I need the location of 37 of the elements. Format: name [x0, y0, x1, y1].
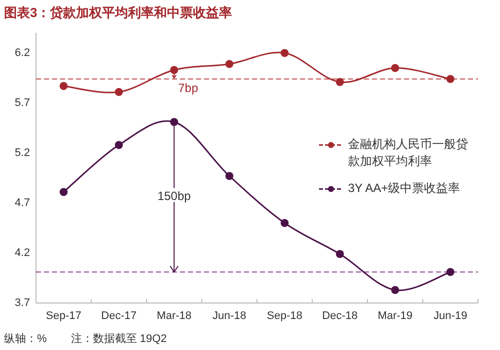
annotation: 7bp — [178, 81, 198, 95]
x-tick-label: Jun-18 — [212, 310, 246, 322]
legend-label: 金融机构人民币一般贷款加权平均利率 — [348, 136, 469, 170]
text: 纵轴：% — [4, 332, 47, 345]
text: 注：数据截至 19Q2 — [70, 332, 167, 345]
y-tick-label: 6.2 — [14, 47, 30, 59]
point — [170, 66, 178, 74]
point — [114, 141, 123, 149]
x-tick-label: Mar-18 — [156, 310, 192, 322]
point — [114, 88, 123, 96]
point — [225, 60, 234, 68]
point — [280, 49, 289, 57]
y-tick-label: 4.2 — [14, 247, 30, 259]
x-tick-label: Dec-18 — [322, 310, 358, 322]
chart-title: 图表3：贷款加权平均利率和中票收益率 — [4, 5, 232, 20]
point — [391, 64, 400, 72]
x-tick-label: Sep-17 — [46, 310, 82, 322]
x-tick-label: Dec-17 — [101, 310, 137, 322]
y-tick-label: 5.2 — [14, 147, 30, 159]
y-tick-label: 3.7 — [14, 297, 30, 309]
x-tick-label: Sep-18 — [266, 310, 302, 322]
x-tick-label: Jun-19 — [434, 310, 468, 322]
point — [446, 75, 454, 83]
point — [336, 250, 344, 258]
point — [391, 286, 400, 294]
point — [225, 172, 234, 180]
point — [60, 82, 68, 90]
point — [280, 219, 289, 227]
y-tick-label: 4.7 — [14, 197, 30, 209]
point — [60, 188, 68, 196]
point — [446, 268, 454, 276]
x-tick-label: Mar-19 — [378, 310, 413, 322]
point — [170, 118, 178, 126]
legend-label: 3Y AA+级中票收益率 — [348, 180, 460, 197]
point — [336, 78, 344, 86]
annotation: 150bp — [157, 189, 192, 203]
y-tick-label: 5.7 — [14, 97, 30, 109]
